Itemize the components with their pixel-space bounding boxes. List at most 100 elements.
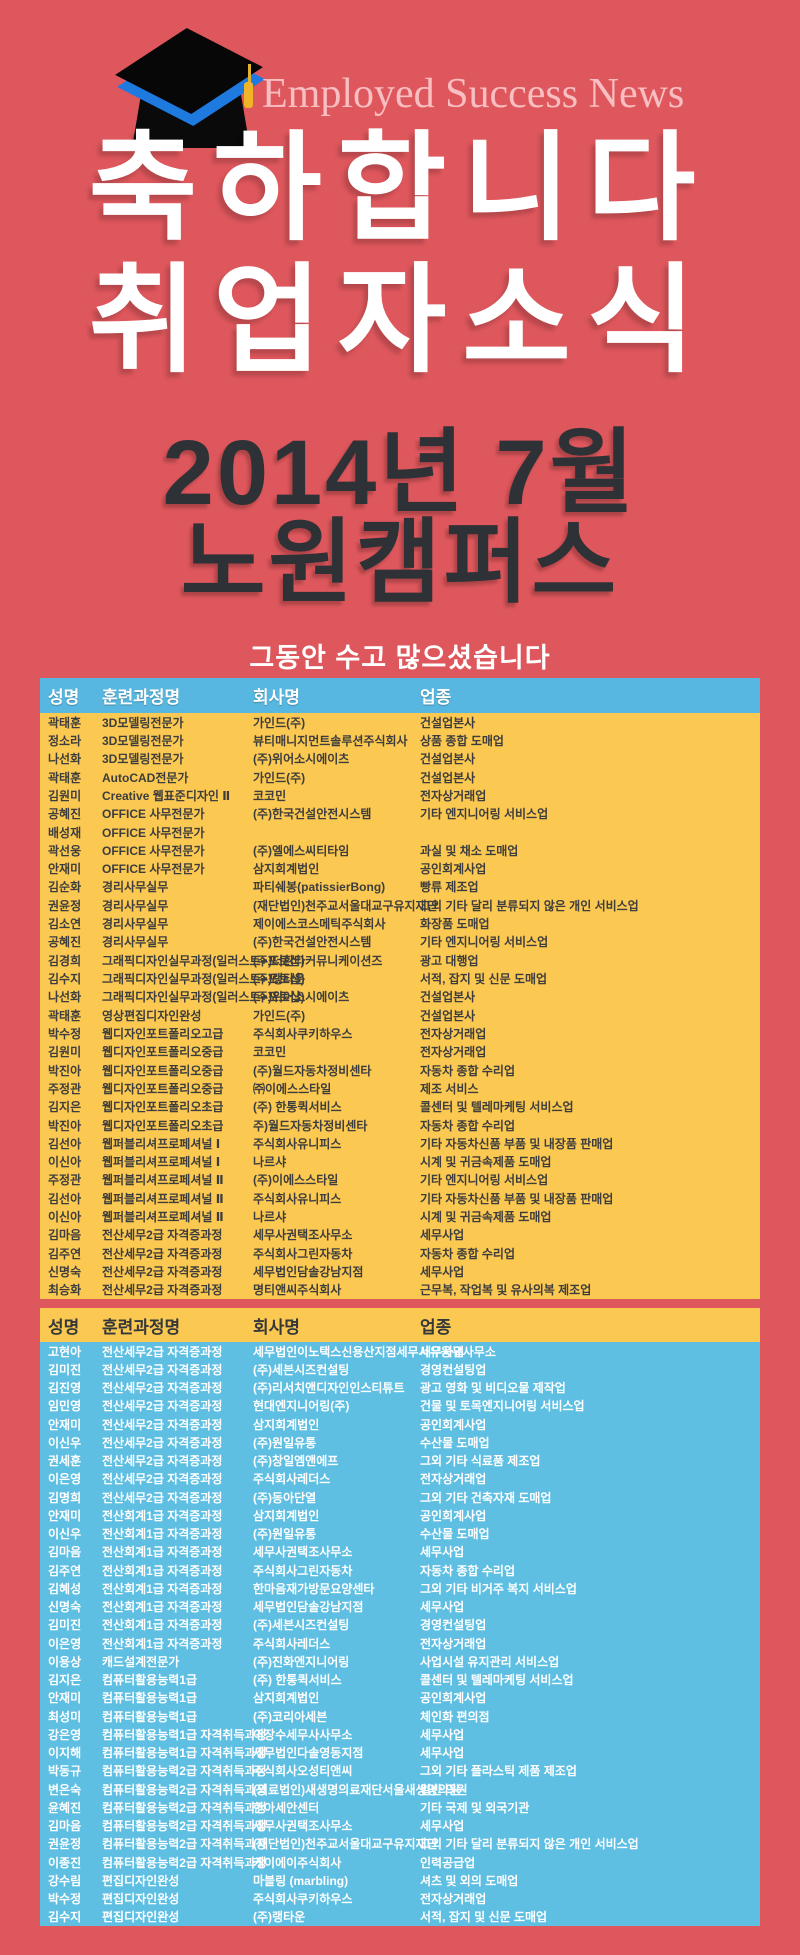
table-cell: 3D모델링전문가	[102, 715, 184, 730]
table-cell: 전자상거래업	[420, 1045, 487, 1060]
table-row: 최성미 컴퓨터활용능력1급 (주)코리아세븐 체인화 편의점	[40, 1707, 760, 1725]
table-cell: 콜센터 및 텔레마케팅 서비스업	[420, 1100, 574, 1115]
table-cell: 삼지회계법인	[253, 1691, 320, 1706]
table-cell: 한마음재가방문요양센타	[253, 1581, 375, 1596]
table-cell: Creative 웹표준디자인 Ⅱ	[102, 788, 231, 803]
table-cell: (주)리서치앤디자인인스티튜트	[253, 1381, 405, 1396]
table-row: 주정관 웹디자인포트폴리오중급 ㈜이에스스타일 제조 서비스	[40, 1079, 760, 1097]
table-cell: 기타 엔지니어링 서비스업	[420, 935, 549, 950]
table-cell: 최승화	[48, 1283, 82, 1298]
table-body: 곽태훈 3D모델링전문가 가인드(주) 건설업본사 정소라 3D모델링전문가 뷰티매니지먼트…	[40, 713, 760, 1299]
table-cell: 제이에스코스메틱주식회사	[253, 917, 386, 932]
table-cell: (재단법인)천주교서울대교구유지재단	[253, 1837, 438, 1852]
table-cell: 공인회계사업	[420, 1691, 487, 1706]
table-cell: 최성미	[48, 1709, 82, 1724]
table-cell: (주)동아단열	[253, 1490, 317, 1505]
main-title-line2: 취업자소식	[88, 255, 712, 387]
table-cell: 자동차 종합 수리업	[420, 1118, 515, 1133]
table-cell: 웹디자인포트폴리오고급	[102, 1026, 224, 1041]
table-row: 박수정 편집디자인완성 주식회사쿠키하우스 전자상거래업	[40, 1890, 760, 1908]
table-row: 변은숙 컴퓨터활용능력2급 자격취득과정 (의료법인)새생명의료재단서울새생명의원 일…	[40, 1780, 760, 1798]
table-cell: 광고 대행업	[420, 953, 479, 968]
table-cell: 근무복, 작업복 및 유사의복 제조업	[420, 1283, 592, 1298]
table-header-row: 성명 훈련과정명 회사명 업종	[40, 1308, 760, 1342]
table-cell: 웹퍼블리셔프로페셔널 Ⅱ	[102, 1191, 224, 1206]
table-cell: 웹디자인포트폴리오중급	[102, 1063, 224, 1078]
table-cell: 주식회사유니피스	[253, 1136, 342, 1151]
table-cell: 컴퓨터활용능력2급 자격취득과정	[102, 1782, 267, 1797]
table-row: 김미진 전산세무2급 자격증과정 (주)세븐시즈컨설팅 경영컨설팅업	[40, 1360, 760, 1378]
table-row: 김수지 그래픽디자인실무과정(일러스트+포토샵) (주)랭타운 서적, 잡지 및 신문…	[40, 969, 760, 987]
table-cell: 삼지회계법인	[253, 1417, 320, 1432]
table-cell: 이신아	[48, 1210, 82, 1225]
table-cell: 전자상거래업	[420, 1026, 487, 1041]
table-cell: 인력공급업	[420, 1855, 476, 1870]
table-cell: 세무사업	[420, 1727, 465, 1742]
table-row: 김선아 웹퍼블리셔프로페셔널 Ⅱ 주식회사유니피스 기타 자동차신품 부품 및 내장품…	[40, 1189, 760, 1207]
table-cell: 컴퓨터활용능력1급 자격취득과정	[102, 1746, 267, 1761]
table-cell: 공혜진	[48, 807, 82, 822]
table-row: 박진아 웹디자인포트폴리오중급 (주)월드자동차정비센타 자동차 종합 수리업	[40, 1061, 760, 1079]
table-cell: 편집디자인완성	[102, 1892, 180, 1907]
table-cell: 전산세무2급 자격증과정	[102, 1265, 223, 1280]
table-cell: 김선아	[48, 1136, 82, 1151]
table-cell: 경영컨설팅업	[420, 1362, 487, 1377]
table-cell: 세무사업	[420, 1819, 465, 1834]
table-cell: 세무사권택조사무소	[253, 1228, 353, 1243]
table-row: 신명숙 전산세무2급 자격증과정 세무법인담솔강남지점 세무사업	[40, 1262, 760, 1280]
table-cell: 세무법인이노택스신용산지점세무사유웅규사무소	[253, 1344, 496, 1359]
table-cell: 그외 기타 건축자재 도매업	[420, 1490, 552, 1505]
column-header: 훈련과정명	[102, 688, 181, 707]
table-row: 김진영 전산세무2급 자격증과정 (주)리서치앤디자인인스티튜트 광고 영화 및 비디…	[40, 1379, 760, 1397]
table-cell: 고현아	[48, 1344, 82, 1359]
table-cell: (주)창일엠앤에프	[253, 1454, 339, 1469]
table-row: 주정관 웹퍼블리셔프로페셔널 Ⅱ (주)이에스스타일 기타 엔지니어링 서비스업	[40, 1171, 760, 1189]
table-cell: 이용상	[48, 1654, 82, 1669]
column-header: 업종	[420, 1317, 452, 1337]
table-cell: 세무사업	[420, 1344, 465, 1359]
table-row: 이신아 웹퍼블리셔프로페셔널 Ⅱ 나르샤 시계 및 귀금속제품 도매업	[40, 1207, 760, 1225]
table-cell: 김소연	[48, 917, 82, 932]
table-row: 나선화 그래픽디자인실무과정(일러스트+포토샵) (주)위어소시에이츠 건설업본사	[40, 988, 760, 1006]
table-cell: (의료법인)새생명의료재단서울새생명의원	[253, 1782, 460, 1797]
table-cell: 전산세무2급 자격증과정	[102, 1283, 223, 1298]
table-cell: 컴퓨터활용능력2급 자격취득과정	[102, 1855, 267, 1870]
table-cell: 자동차 종합 수리업	[420, 1246, 515, 1261]
table-row: 곽태훈 3D모델링전문가 가인드(주) 건설업본사	[40, 713, 760, 731]
table-cell: 주)월드자동차정비센타	[253, 1118, 368, 1133]
table-cell: 전산세무2급 자격증과정	[102, 1472, 223, 1487]
table-cell: (재단법인)천주교서울대교구유지재단	[253, 898, 438, 913]
table-cell: 전산회계1급 자격증과정	[102, 1636, 223, 1651]
table-cell: 시계 및 귀금속제품 도매업	[420, 1155, 552, 1170]
table-row: 고현아 전산세무2급 자격증과정 세무법인이노택스신용산지점세무사유웅규사무소 세무사…	[40, 1342, 760, 1360]
table-cell: 주정관	[48, 1173, 82, 1188]
table-cell: 그래픽디자인실무과정(일러스트+포토샵)	[102, 953, 305, 968]
table-row: 김순화 경리사무실무 파티쉐봉(patissierBong) 빵류 제조업	[40, 878, 760, 896]
table-cell: 박수정	[48, 1026, 82, 1041]
table-cell: (주)진화엔지니어링	[253, 1654, 350, 1669]
table-cell: (주) 한통퀵서비스	[253, 1673, 342, 1688]
table-cell: 뷰티매니지먼트솔루션주식회사	[253, 733, 408, 748]
table-row: 안재미 전산세무2급 자격증과정 삼지회계법인 공인회계사업	[40, 1415, 760, 1433]
table-cell: 김진영	[48, 1381, 82, 1396]
table-cell: 가인드(주)	[253, 1008, 306, 1023]
table-header-row: 성명 훈련과정명 회사명 업종	[40, 678, 760, 713]
table-cell: 안재미	[48, 1417, 82, 1432]
table-cell: 안재미	[48, 1691, 82, 1706]
table-cell: 컴퓨터활용능력2급 자격취득과정	[102, 1819, 267, 1834]
table-cell: 그외 기타 식료품 제조업	[420, 1454, 541, 1469]
table-body: 고현아 전산세무2급 자격증과정 세무법인이노택스신용산지점세무사유웅규사무소 세무사…	[40, 1342, 760, 1926]
table-cell: 김경희	[48, 953, 82, 968]
table-row: 안재미 컴퓨터활용능력1급 삼지회계법인 공인회계사업	[40, 1689, 760, 1707]
tassel-knob	[244, 82, 253, 108]
table-cell: 편집디자인완성	[102, 1910, 180, 1925]
table-row: 안재미 OFFICE 사무전문가 삼지회계법인 공인회계사업	[40, 860, 760, 878]
table-cell: 경리사무실무	[102, 935, 169, 950]
table-cell: 웹퍼블리셔프로페셔널 Ⅰ	[102, 1155, 221, 1170]
table-cell: 안재미	[48, 1508, 82, 1523]
table-cell: 임민영	[48, 1399, 82, 1414]
table-cell: 주식회사레더스	[253, 1472, 331, 1487]
table-cell: 세무사업	[420, 1265, 465, 1280]
table-cell: 곽태훈	[48, 1008, 82, 1023]
table-row: 권세훈 전산세무2급 자격증과정 (주)창일엠앤에프 그외 기타 식료품 제조업	[40, 1452, 760, 1470]
